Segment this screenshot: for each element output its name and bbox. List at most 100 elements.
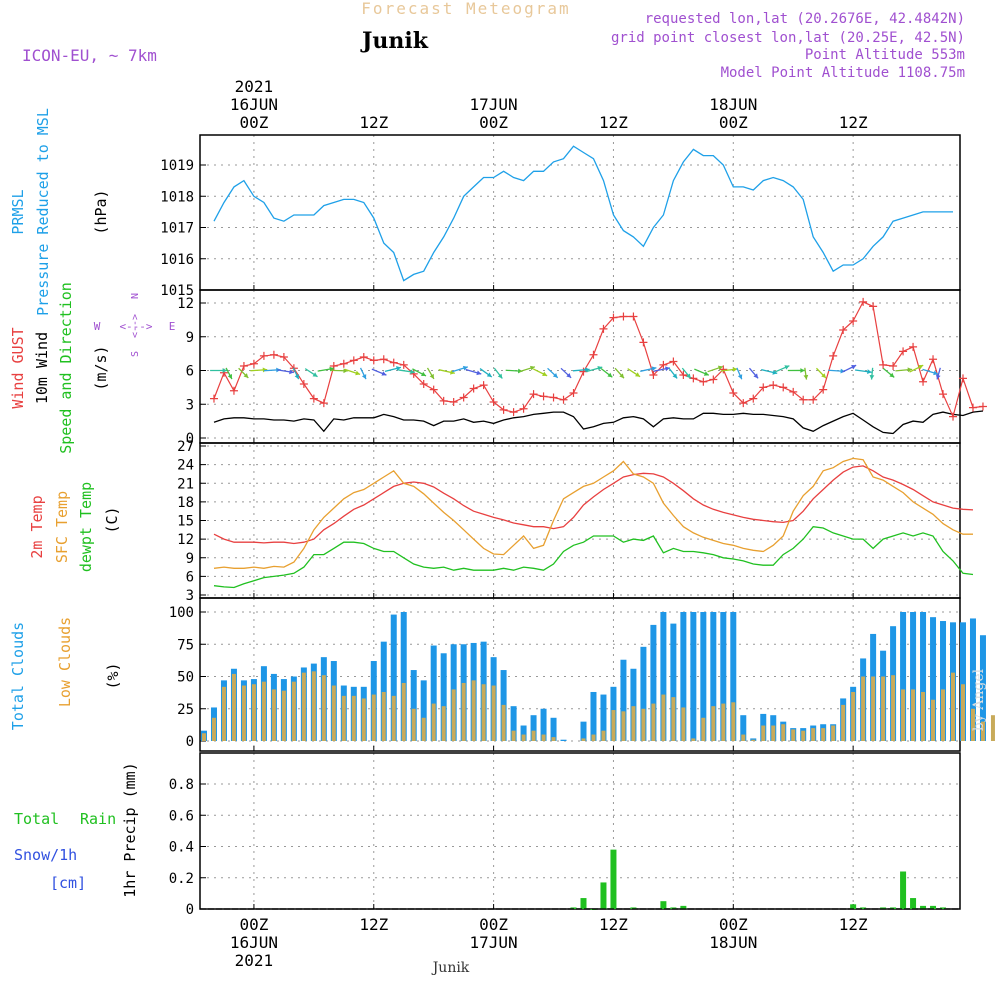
total-cloud-bar — [580, 721, 587, 741]
gust-marker — [209, 394, 218, 403]
requested-coords: requested lon,lat (20.2676E, 42.4842N) — [645, 11, 965, 27]
wind-arrowhead — [312, 372, 318, 377]
low-cloud-bar — [901, 689, 906, 741]
total-cloud-bar — [959, 622, 966, 741]
total-cloud-bar — [650, 624, 657, 741]
low-cloud-bar — [611, 710, 616, 741]
gust-marker — [399, 360, 408, 369]
low-cloud-bar — [241, 685, 246, 741]
low-cloud-bar — [911, 689, 916, 741]
wind-arrowhead — [476, 370, 482, 376]
wind-arrowhead — [343, 368, 348, 374]
bottom-hour-label: 00Z — [239, 915, 268, 934]
temperature-ytick-label: 6 — [186, 569, 194, 585]
total-clouds-label: Total Clouds — [9, 622, 27, 730]
location-title: Junik — [360, 28, 429, 54]
grid-point-coords: grid point closest lon,lat (20.25E, 42.5… — [611, 30, 965, 46]
rain-bar — [660, 901, 667, 909]
low-cloud-bar — [491, 685, 496, 741]
total-cloud-bar — [940, 621, 947, 741]
footer-location: Junik — [431, 960, 470, 976]
clouds-ytick-label: 0 — [186, 734, 194, 750]
top-date-label: 16JUN — [230, 95, 278, 114]
rain-bar — [630, 907, 637, 909]
rain-bar — [670, 907, 677, 909]
low-cloud-bar — [631, 706, 636, 741]
top-hour-label: 12Z — [839, 113, 868, 132]
gust-marker — [659, 360, 668, 369]
wind-ytick-label: 0 — [186, 431, 194, 447]
cloud-unit-label: (%) — [104, 662, 122, 689]
gust-marker — [639, 338, 648, 347]
total-cloud-bar — [440, 653, 447, 741]
low-cloud-bar — [781, 724, 786, 741]
total-cloud-bar — [430, 645, 437, 741]
low-cloud-bar — [251, 684, 256, 741]
panels: 1015 1016 1017 1018 1019 0 3 6 9 12 3 6 9 12 15 18 21 24 2… — [160, 134, 995, 918]
low-cloud-bar — [341, 695, 346, 741]
low-cloud-bar — [891, 675, 896, 741]
clouds-ytick-label: 100 — [169, 605, 194, 621]
gust-marker — [279, 353, 288, 361]
low-cloud-bar — [960, 684, 965, 741]
pressure-panel: 1015 1016 1017 1018 1019 — [160, 134, 961, 299]
bottom-date-label: 16JUN — [230, 933, 278, 952]
gust-marker — [319, 399, 328, 408]
low-cloud-bar — [281, 690, 286, 741]
total-cloud-bar — [690, 612, 697, 741]
wind-arrowhead — [355, 370, 361, 376]
rain-bar — [890, 907, 897, 909]
wind-arrowhead — [396, 366, 401, 371]
gust-marker — [779, 383, 788, 392]
low-cloud-bar — [621, 711, 626, 741]
gust-marker — [769, 381, 778, 390]
wind-unit-label: (m/s) — [92, 345, 110, 390]
precipitation-panel: 0 0.2 0.4 0.6 0.8 — [169, 752, 961, 918]
pressure-series-line — [213, 145, 953, 282]
low-cloud-bar — [681, 707, 686, 741]
wind-arrowhead — [753, 373, 759, 379]
total-cloud-bar — [930, 617, 937, 741]
gust-marker — [949, 412, 958, 421]
wind-arrowhead — [772, 370, 778, 375]
precipitation-ytick-label: 0.8 — [169, 777, 194, 793]
wind10-line — [213, 410, 984, 435]
gust-marker — [449, 398, 458, 406]
low-cloud-bar — [980, 721, 985, 741]
gust-marker — [819, 385, 828, 394]
total-cloud-bar — [540, 708, 547, 741]
gust-marker — [679, 371, 688, 379]
wind-arrowhead — [635, 372, 641, 377]
wind-ytick-label: 3 — [186, 397, 194, 413]
wind-arrowhead — [222, 368, 227, 373]
low-cloud-bar — [431, 703, 436, 741]
gust-marker — [889, 362, 898, 370]
wind-arrowhead — [935, 374, 941, 380]
wind-arrowhead — [732, 367, 738, 372]
low-cloud-bar — [421, 717, 426, 741]
wind-arrowhead — [703, 371, 709, 376]
gust-marker — [489, 398, 498, 406]
wind-arrowhead — [821, 373, 826, 379]
low-cloud-bar — [801, 730, 806, 741]
gust-marker — [379, 355, 388, 364]
low-cloud-bar — [881, 676, 886, 741]
gust-marker — [409, 369, 418, 378]
wind-arrowhead — [869, 374, 875, 380]
gust-marker — [529, 390, 538, 399]
low-cloud-bar — [221, 686, 226, 741]
low-cloud-bar — [831, 725, 836, 741]
gust-marker — [869, 302, 878, 311]
wind-arrowhead — [530, 365, 535, 371]
top-year-label: 2021 — [235, 77, 274, 96]
total-cloud-bar — [520, 725, 527, 741]
compass-e-label: E — [169, 320, 176, 333]
total-cloud-bar — [400, 612, 407, 741]
wind-arrowhead — [542, 371, 548, 376]
gust-marker — [299, 380, 308, 388]
gust-marker — [978, 402, 987, 411]
low-cloud-bar — [951, 672, 956, 741]
low-cloud-bar — [441, 706, 446, 741]
wind-arrowhead — [243, 373, 249, 378]
